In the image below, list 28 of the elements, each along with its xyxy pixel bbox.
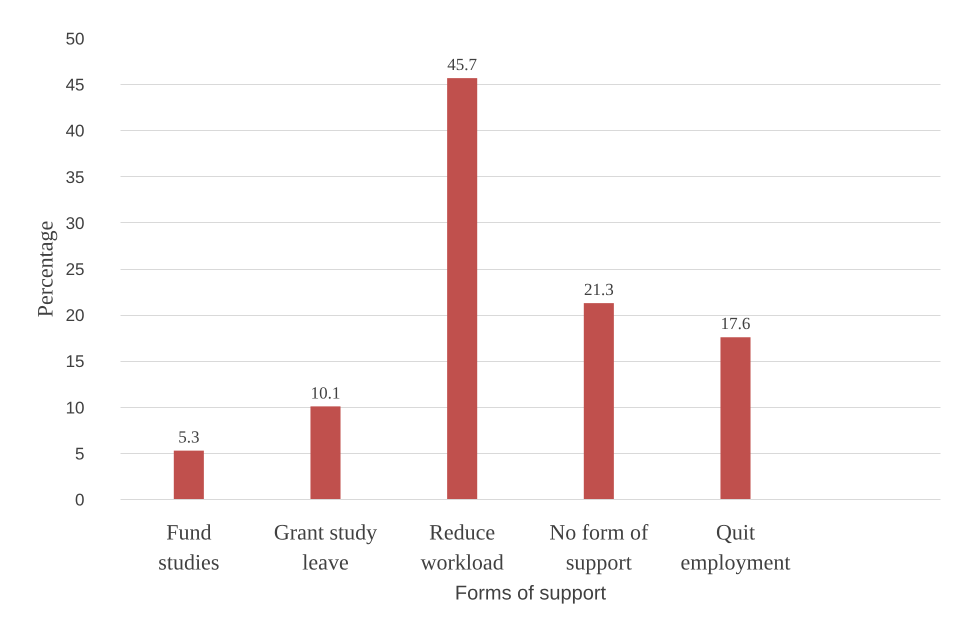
data-label: 10.1 bbox=[310, 383, 340, 402]
y-tick-label: 25 bbox=[66, 260, 85, 279]
y-tick-label: 15 bbox=[66, 352, 85, 372]
x-tick-label: No form of support bbox=[549, 520, 649, 574]
y-tick-label: 40 bbox=[66, 122, 85, 141]
y-tick-label: 5 bbox=[75, 444, 85, 464]
x-tick-label: Fund studies bbox=[158, 520, 220, 574]
data-label: 45.7 bbox=[447, 55, 478, 74]
bar bbox=[447, 78, 478, 500]
x-tick-label: Grant study leave bbox=[274, 520, 378, 574]
bar bbox=[310, 406, 341, 500]
y-tick-label: 45 bbox=[66, 76, 85, 95]
bar bbox=[720, 337, 751, 500]
y-tick-label: 0 bbox=[75, 490, 85, 510]
data-label: 5.3 bbox=[178, 428, 200, 447]
data-label: 17.6 bbox=[720, 314, 750, 334]
y-tick-label: 20 bbox=[66, 306, 85, 326]
y-tick-label: 10 bbox=[66, 398, 85, 418]
bar bbox=[584, 303, 614, 500]
y-tick-label: 30 bbox=[66, 214, 85, 233]
data-label: 21.3 bbox=[584, 280, 614, 300]
y-tick-label: 35 bbox=[66, 168, 85, 187]
y-tick-label: 50 bbox=[66, 30, 85, 48]
x-tick-label: Reduce workload bbox=[420, 520, 504, 574]
bar bbox=[174, 450, 204, 500]
x-axis-title: Forms of support bbox=[454, 582, 607, 604]
y-axis-title: Percentage bbox=[32, 220, 58, 318]
x-tick-label: Quit employment bbox=[680, 520, 790, 574]
